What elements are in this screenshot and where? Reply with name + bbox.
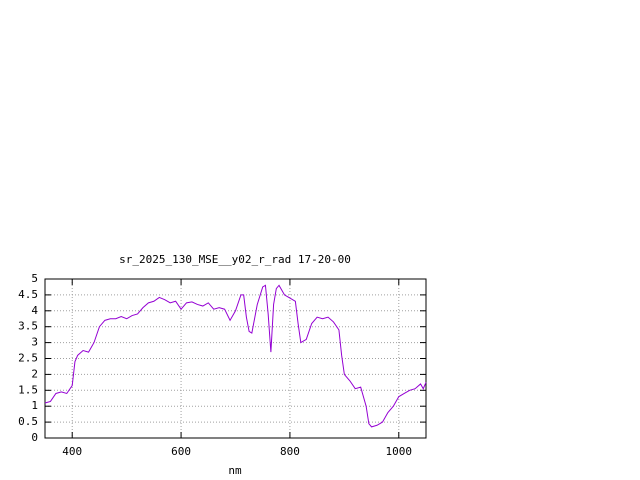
data-line (44, 284, 427, 428)
y-tick-label: 0.5 (18, 415, 38, 428)
y-tick-label: 2 (31, 367, 38, 380)
y-tick-label: 0 (31, 431, 38, 444)
y-tick-label: 4.5 (18, 288, 38, 301)
y-tick-label: 3.5 (18, 320, 38, 333)
x-tick-label: 800 (280, 445, 300, 458)
x-tick-label: 1000 (386, 445, 413, 458)
y-tick-label: 1 (31, 399, 38, 412)
x-tick-label: 400 (62, 445, 82, 458)
y-tick-label: 1.5 (18, 383, 38, 396)
chart-title: sr_2025_130_MSE__y02_r_rad 17-20-00 (119, 253, 351, 266)
y-tick-label: 3 (31, 336, 38, 349)
x-tick-label: 600 (171, 445, 191, 458)
y-tick-label: 5 (31, 272, 38, 285)
y-tick-label: 4 (31, 304, 38, 317)
x-axis-label: nm (228, 464, 242, 477)
y-tick-label: 2.5 (18, 352, 38, 365)
plot-border (44, 278, 427, 439)
